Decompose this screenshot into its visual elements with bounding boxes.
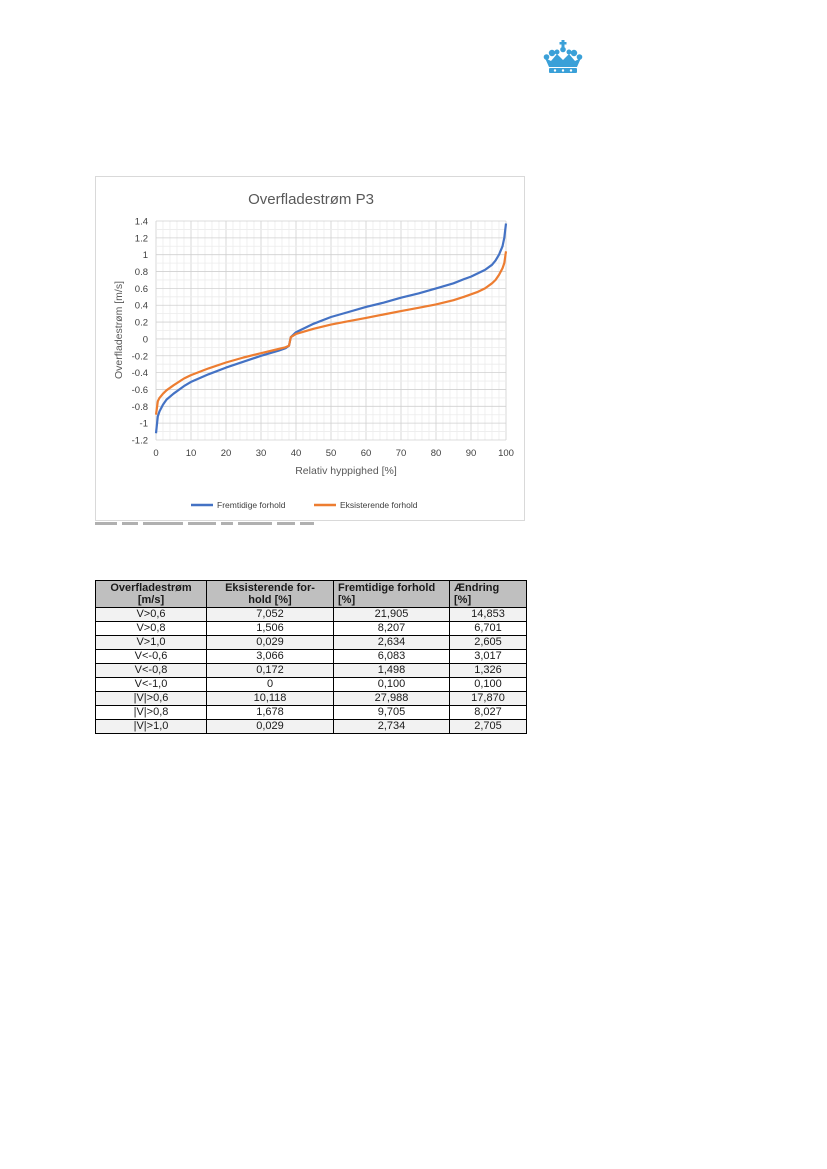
legend-label: Eksisterende forhold <box>340 500 418 510</box>
line-chart: Overfladestrøm P3 1.4 1.2 1 0.8 0.6 0.4 0.2 0 -0… <box>113 191 514 510</box>
table-cell: 0,029 <box>206 635 334 650</box>
x-tick-label: 80 <box>431 448 442 459</box>
table-cell: 2,734 <box>333 719 450 734</box>
y-tick-label: 0.4 <box>135 301 148 312</box>
y-tick-label: 0.2 <box>135 318 148 329</box>
figure-caption <box>95 522 335 528</box>
y-tick-label: 1.2 <box>135 233 148 244</box>
x-tick-label: 40 <box>291 448 302 459</box>
header-line: Fremtidige forhold <box>338 582 436 594</box>
y-tick-label: -0.4 <box>132 368 148 379</box>
table-row: V>0,8 1,506 8,207 6,701 <box>95 621 527 636</box>
chart-figure: Overfladestrøm P3 1.4 1.2 1 0.8 0.6 0.4 0.2 0 -0… <box>95 176 525 521</box>
table-cell: 1,498 <box>333 663 450 678</box>
table-row: V<-1,0 0 0,100 0,100 <box>95 677 527 692</box>
table-cell: 3,017 <box>449 649 527 664</box>
x-tick-label: 70 <box>396 448 407 459</box>
y-axis-label: Overfladestrøm [m/s] <box>113 281 125 379</box>
table-cell: 21,905 <box>333 607 450 622</box>
y-tick-label: -0.8 <box>132 402 148 413</box>
header-overfladestrom: Overfladestrøm [m/s] <box>95 580 207 608</box>
header-fremtidige: Fremtidige forhold [%] <box>333 580 450 608</box>
table-cell: 1,678 <box>206 705 334 720</box>
header-line: Overfladestrøm <box>110 582 192 594</box>
table-row: V>0,6 7,052 21,905 14,853 <box>95 607 527 622</box>
table-cell: 6,701 <box>449 621 527 636</box>
header-line: [m/s] <box>137 594 165 606</box>
table-cell: 27,988 <box>333 691 450 706</box>
table-cell: 2,634 <box>333 635 450 650</box>
header-eksisterende: Eksisterende for- hold [%] <box>206 580 334 608</box>
table-cell: 6,083 <box>333 649 450 664</box>
table-cell: 0,100 <box>333 677 450 692</box>
x-tick-label: 50 <box>326 448 337 459</box>
table-row: |V|>1,0 0,029 2,734 2,705 <box>95 719 527 734</box>
table-cell: 1,506 <box>206 621 334 636</box>
table-cell: 8,207 <box>333 621 450 636</box>
table-cell: 10,118 <box>206 691 334 706</box>
table-cell: 0 <box>206 677 334 692</box>
x-tick-label: 10 <box>186 448 197 459</box>
table-cell: 8,027 <box>449 705 527 720</box>
header-line: Ændring <box>454 582 500 594</box>
x-tick-label: 0 <box>153 448 158 459</box>
table-cell: V>0,8 <box>95 621 207 636</box>
table-cell: 9,705 <box>333 705 450 720</box>
table-cell: |V|>0,6 <box>95 691 207 706</box>
table-cell: 14,853 <box>449 607 527 622</box>
y-tick-label: -1.2 <box>132 436 148 447</box>
table-cell: V>1,0 <box>95 635 207 650</box>
table-cell: V>0,6 <box>95 607 207 622</box>
header-aendring: Ændring [%] <box>449 580 527 608</box>
y-tick-label: 1.4 <box>135 217 148 228</box>
crown-logo-icon <box>543 40 583 74</box>
chart-title: Overfladestrøm P3 <box>248 191 374 208</box>
table-cell: |V|>1,0 <box>95 719 207 734</box>
series-line-fremtidige <box>154 223 508 434</box>
table-cell: 0,100 <box>449 677 527 692</box>
y-tick-label: 1 <box>143 250 148 261</box>
x-tick-label: 60 <box>361 448 372 459</box>
y-tick-label: -1 <box>140 419 148 430</box>
table-cell: |V|>0,8 <box>95 705 207 720</box>
table-cell: 0,172 <box>206 663 334 678</box>
table-cell: 0,029 <box>206 719 334 734</box>
table-row: |V|>0,8 1,678 9,705 8,027 <box>95 705 527 720</box>
table-row: V<-0,6 3,066 6,083 3,017 <box>95 649 527 664</box>
table-cell: 2,605 <box>449 635 527 650</box>
table-cell: 17,870 <box>449 691 527 706</box>
table-row: V<-0,8 0,172 1,498 1,326 <box>95 663 527 678</box>
x-tick-label: 20 <box>221 448 232 459</box>
header-line: Eksisterende for- <box>225 582 315 594</box>
x-tick-label: 100 <box>498 448 514 459</box>
y-tick-label: -0.6 <box>132 385 148 396</box>
legend-label: Fremtidige forhold <box>217 500 286 510</box>
table-row: V>1,0 0,029 2,634 2,605 <box>95 635 527 650</box>
series-line-eksisterende <box>154 251 508 415</box>
table-cell: 3,066 <box>206 649 334 664</box>
header-line: hold [%] <box>248 594 292 606</box>
y-tick-label: 0.8 <box>135 267 148 278</box>
table-cell: V<-1,0 <box>95 677 207 692</box>
x-axis-label: Relativ hyppighed [%] <box>295 465 397 477</box>
table-cell: 2,705 <box>449 719 527 734</box>
table-cell: 1,326 <box>449 663 527 678</box>
x-tick-label: 30 <box>256 448 267 459</box>
x-tick-label: 90 <box>466 448 477 459</box>
table-cell: V<-0,6 <box>95 649 207 664</box>
header-line: [%] <box>338 594 356 606</box>
table-cell: V<-0,8 <box>95 663 207 678</box>
y-tick-label: -0.2 <box>132 351 148 362</box>
y-tick-label: 0.6 <box>135 284 148 295</box>
y-tick-label: 0 <box>143 334 148 345</box>
table-header-row: Overfladestrøm [m/s] Eksisterende for- h… <box>95 580 527 608</box>
frequency-table: Overfladestrøm [m/s] Eksisterende for- h… <box>95 580 527 734</box>
table-row: |V|>0,6 10,118 27,988 17,870 <box>95 691 527 706</box>
header-line: [%] <box>454 594 472 606</box>
table-cell: 7,052 <box>206 607 334 622</box>
